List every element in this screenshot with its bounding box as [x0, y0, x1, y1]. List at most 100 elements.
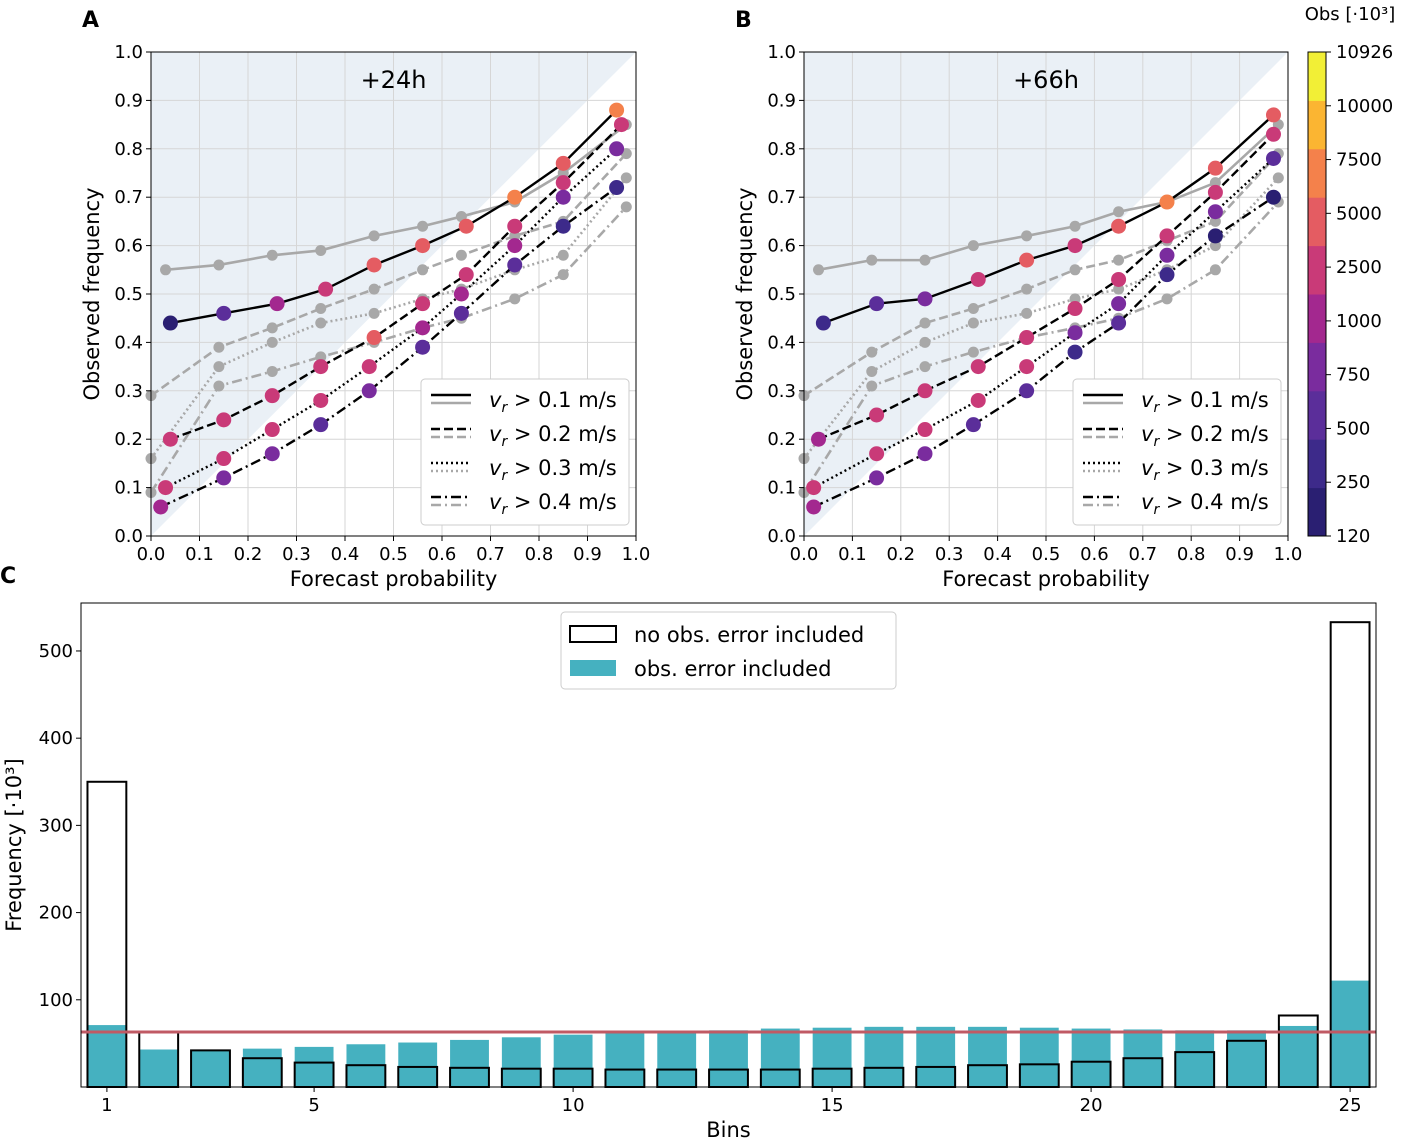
x-tick-label: 0.2 [886, 544, 915, 565]
data-point-gray [160, 264, 172, 276]
legend-swatch-filled [570, 660, 616, 676]
data-point-gray [1021, 283, 1033, 295]
bar-obs-error [501, 1037, 541, 1087]
colorbar-tick-label: 2500 [1336, 257, 1382, 278]
panel-title: +24h [361, 66, 427, 94]
y-tick-label: 500 [39, 641, 73, 662]
x-axis-label: Forecast probability [942, 567, 1150, 591]
data-point [264, 422, 280, 438]
data-point-gray [1069, 264, 1081, 276]
data-point [1159, 267, 1175, 283]
y-tick-label: 0.8 [114, 139, 143, 160]
legend-label: vr > 0.3 m/s [489, 456, 617, 484]
data-point [869, 407, 885, 423]
data-point-gray [919, 361, 931, 373]
data-point-gray [1021, 230, 1033, 242]
colorbar-cell [1308, 439, 1326, 489]
data-point [1159, 228, 1175, 244]
data-point-gray [919, 336, 931, 348]
data-point [1111, 271, 1127, 287]
legend-box [420, 378, 630, 526]
legend-symbol: v [489, 422, 502, 446]
x-tick-label: 0.1 [838, 544, 867, 565]
data-point [1019, 359, 1035, 375]
x-tick-label: 0.4 [983, 544, 1012, 565]
series-line-gray [150, 152, 628, 397]
data-point [507, 189, 523, 205]
legend-subscript: r [1153, 434, 1160, 450]
data-point [1159, 247, 1175, 263]
data-point [366, 257, 382, 273]
data-point-gray [919, 317, 931, 329]
data-point [917, 446, 933, 462]
data-point [917, 383, 933, 399]
legend-label: vr > 0.3 m/s [1141, 456, 1269, 484]
y-tick-label: 0.2 [767, 429, 796, 450]
data-point [555, 155, 571, 171]
bar-obs-error [1330, 980, 1370, 1087]
bar-obs-error [1227, 1030, 1266, 1087]
data-point [366, 330, 382, 346]
colorbar-ticks: 120 250 500 750 1000 2500 5000 7500 10000 10926 [1326, 42, 1393, 547]
data-point [313, 417, 329, 433]
data-point [806, 499, 822, 515]
bar-obs-error [191, 1050, 230, 1087]
series-line-gray [802, 201, 1280, 494]
legend-symbol: v [1141, 388, 1154, 412]
data-point-gray [266, 365, 278, 377]
data-point [507, 257, 523, 273]
colorbar-tick-label: 250 [1336, 472, 1370, 493]
colorbar-tick-label: 10000 [1336, 96, 1393, 117]
outline-bars [86, 621, 1371, 1089]
data-point [1207, 184, 1223, 200]
data-point [917, 422, 933, 438]
data-point-gray [866, 346, 878, 358]
colorbar-cell [1308, 100, 1326, 150]
x-tick-label: 0.9 [573, 544, 602, 565]
x-tick-label: 0.7 [1128, 544, 1157, 565]
data-point-gray [866, 365, 878, 377]
reliability-chart-66h: 0.0 0.1 0.2 0.3 0.4 0.5 0.6 0.7 0.8 0.9 1.0 0.0 0.1… [733, 42, 1302, 591]
data-point-gray [266, 249, 278, 261]
x-ticks: 0.0 0.1 0.2 0.3 0.4 0.5 0.6 0.7 0.8 0.9 1.0 [790, 536, 1302, 565]
colorbar-tick-label: 7500 [1336, 150, 1382, 171]
y-tick-label: 0.1 [114, 478, 143, 499]
colorbar-tick-label: 1000 [1336, 311, 1382, 332]
bar-obs-error [139, 1049, 179, 1087]
y-tick-label: 0.4 [767, 332, 796, 353]
data-point [609, 141, 625, 157]
x-tick-label: 0.2 [234, 544, 263, 565]
bar-obs-error [87, 1025, 127, 1087]
colorbar-tick-label: 500 [1336, 418, 1370, 439]
data-point [216, 305, 232, 321]
bar-obs-error [1278, 1025, 1318, 1087]
legend-label: vr > 0.4 m/s [489, 490, 617, 518]
bar-obs-error [916, 1026, 956, 1087]
series-line-black [818, 133, 1275, 441]
data-point [609, 102, 625, 118]
data-point [313, 359, 329, 375]
legend-text: > 0.2 m/s [1159, 422, 1269, 446]
x-axis-label: Forecast probability [290, 567, 498, 591]
x-tick-label: 0.4 [331, 544, 360, 565]
colorbar-tick-label: 750 [1336, 365, 1370, 386]
series-line-black [822, 114, 1275, 325]
data-point-gray [919, 254, 931, 266]
data-point [216, 412, 232, 428]
legend-swatch-outline [569, 625, 617, 643]
legend-label: vr > 0.1 m/s [489, 388, 617, 416]
data-point-gray [967, 303, 979, 315]
legend-label-filled: obs. error included [634, 657, 831, 681]
bar-obs-error [294, 1046, 334, 1087]
legend-symbol: v [489, 490, 502, 514]
data-point [555, 189, 571, 205]
data-point [216, 451, 232, 467]
data-point [264, 446, 280, 462]
series-line-gray [803, 152, 1280, 397]
colorbar-tick-label: 120 [1336, 526, 1370, 547]
data-point [1067, 301, 1083, 317]
y-ticks: 100 200 300 400 500 [39, 641, 81, 1011]
y-tick-label: 200 [39, 903, 73, 924]
colorbar-frame [1307, 51, 1327, 537]
